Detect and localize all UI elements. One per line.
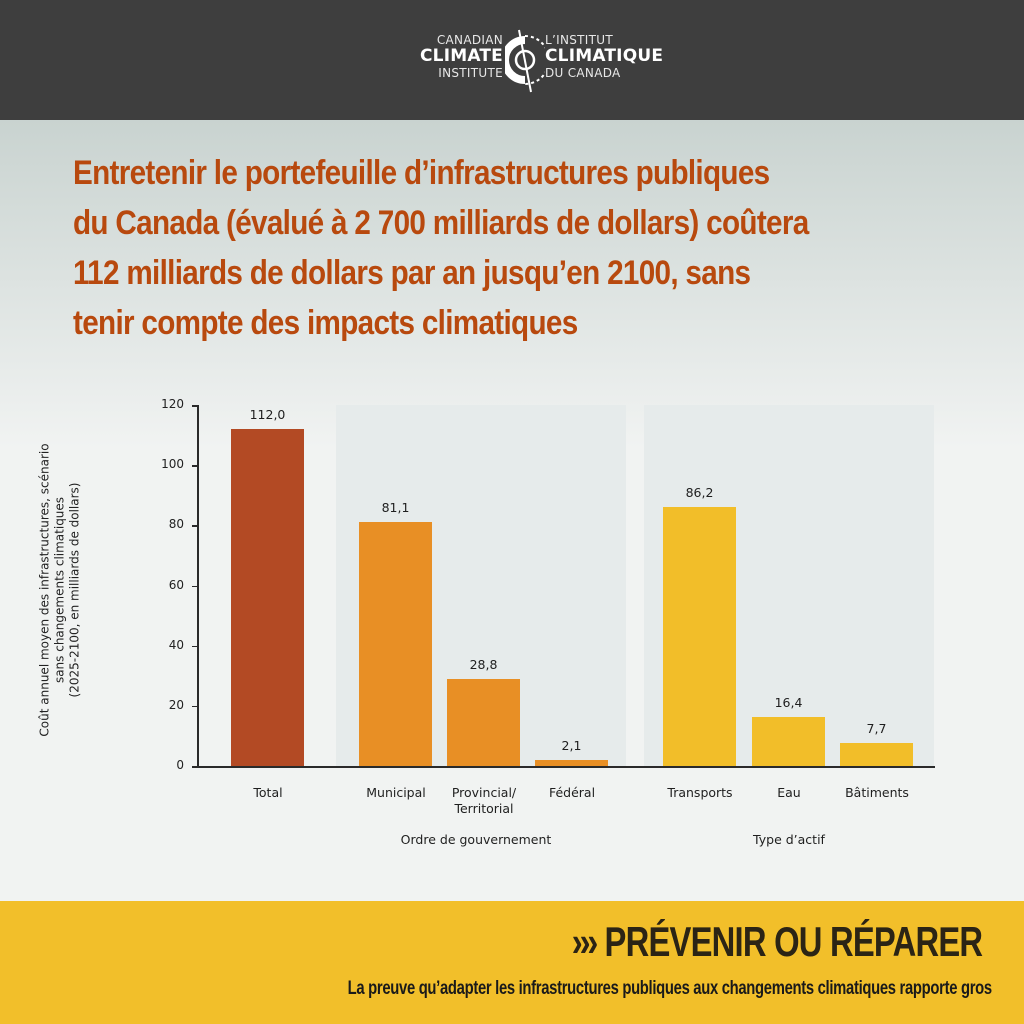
y-tick-label: 0	[176, 758, 184, 772]
headline: Entretenir le portefeuille d’infrastruct…	[73, 148, 864, 348]
footer-title-text: PRÉVENIR OU RÉPARER	[604, 918, 983, 965]
group-label-asset-type: Type d’actif	[753, 832, 825, 847]
chevrons-icon: ›››	[571, 918, 598, 965]
value-label: 16,4	[774, 694, 803, 710]
y-tick-label: 120	[161, 397, 184, 411]
y-tick	[192, 465, 198, 467]
bar-bâtiments	[840, 742, 913, 766]
value-label: 81,1	[381, 500, 410, 516]
headline-line: du Canada (évalué à 2 700 milliards de d…	[73, 204, 809, 242]
y-axis-title-line: sans changements climatiques	[52, 496, 67, 684]
cci-logo: CANADIAN CLIMATE INSTITUTE L’INSTITUT CL…	[405, 28, 665, 93]
value-label: 28,8	[469, 657, 498, 673]
category-label: Bâtiments	[845, 785, 909, 800]
x-axis	[197, 766, 935, 768]
headline-line: 112 milliards de dollars par an jusqu’en…	[73, 254, 751, 292]
bar-transports	[663, 506, 736, 766]
bar-total	[231, 429, 304, 766]
y-axis-title-line: Coût annuel moyen des infrastructures, s…	[37, 443, 52, 737]
y-axis-title-line: (2025-2100, en milliards de dollars)	[67, 482, 82, 698]
value-label: 112,0	[249, 407, 286, 423]
y-tick-label: 80	[168, 517, 184, 532]
y-tick	[192, 705, 198, 708]
bar-fédéral	[535, 759, 608, 766]
header-bar: CANADIAN CLIMATE INSTITUTE L’INSTITUT CL…	[0, 0, 1024, 120]
footer-subtitle: La preuve qu’adapter les infrastructures…	[347, 978, 992, 999]
y-tick-label: 100	[161, 457, 184, 472]
y-tick-label: 40	[168, 637, 184, 652]
headline-line: tenir compte des impacts climatiques	[73, 304, 578, 342]
category-label: Eau	[777, 785, 801, 800]
bar-provincial-territorial	[447, 679, 520, 766]
category-label: Provincial/Territorial	[451, 785, 517, 816]
category-label: Municipal	[366, 785, 426, 800]
headline-line: Entretenir le portefeuille d’infrastruct…	[73, 154, 770, 192]
footer-title: ››› PRÉVENIR OU RÉPARER	[571, 918, 983, 966]
logo-text-fr: L’INSTITUT CLIMATIQUE DU CANADA	[545, 33, 664, 80]
bar-eau	[752, 716, 825, 766]
y-tick	[192, 645, 198, 648]
category-label: Transports	[667, 785, 733, 800]
y-tick	[192, 585, 198, 587]
y-axis	[197, 405, 199, 767]
y-tick	[192, 525, 198, 527]
y-tick-label: 60	[168, 577, 184, 592]
bar-municipal	[359, 522, 432, 766]
group-label-government: Ordre de gouvernement	[400, 832, 552, 847]
y-tick	[192, 405, 198, 407]
value-label: 86,2	[685, 484, 714, 500]
y-tick	[192, 766, 198, 768]
category-label: Total	[253, 785, 283, 800]
y-axis-title: Coût annuel moyen des infrastructures, s…	[38, 425, 83, 755]
logo-text-en: CANADIAN CLIMATE INSTITUTE	[420, 33, 503, 80]
logo-circle-icon	[505, 29, 545, 93]
value-label: 7,7	[866, 720, 887, 736]
footer-banner	[0, 901, 1024, 1024]
y-tick-label: 20	[168, 697, 184, 712]
value-label: 2,1	[561, 737, 582, 753]
category-label: Fédéral	[548, 785, 596, 800]
